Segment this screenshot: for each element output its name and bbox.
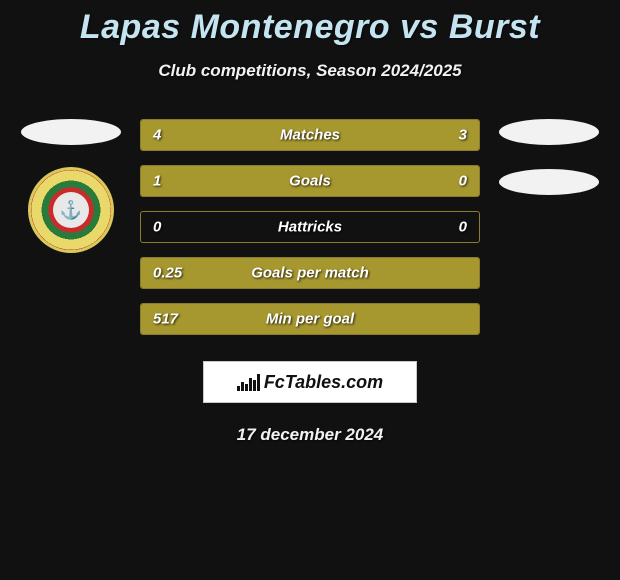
team-right-ellipse-1 xyxy=(499,119,599,145)
stat-value-left: 517 xyxy=(153,311,178,328)
stats-area: ⚓ 4 Matches 3 1 Goals 0 0 Hattricks 0 xyxy=(0,119,620,335)
stat-row-goals-per-match: 0.25 Goals per match xyxy=(140,257,480,289)
left-team-col: ⚓ xyxy=(16,119,126,335)
stat-bar-right xyxy=(334,120,479,150)
stat-row-matches: 4 Matches 3 xyxy=(140,119,480,151)
page-date: 17 december 2024 xyxy=(0,425,620,445)
brand-badge: FcTables.com xyxy=(203,361,417,403)
anchor-icon: ⚓ xyxy=(60,200,82,221)
stat-bar-left xyxy=(141,166,405,196)
bar-chart-icon xyxy=(237,373,260,391)
stat-value-right: 3 xyxy=(459,127,467,144)
stat-bars: 4 Matches 3 1 Goals 0 0 Hattricks 0 0.25… xyxy=(140,119,480,335)
stat-label: Hattricks xyxy=(278,219,342,236)
stat-value-left: 1 xyxy=(153,173,161,190)
stat-label: Goals per match xyxy=(251,265,369,282)
right-team-col xyxy=(494,119,604,335)
stat-value-right: 0 xyxy=(459,173,467,190)
stat-row-min-per-goal: 517 Min per goal xyxy=(140,303,480,335)
stat-value-left: 0.25 xyxy=(153,265,182,282)
team-left-logo: ⚓ xyxy=(28,167,114,253)
stat-value-left: 4 xyxy=(153,127,161,144)
stat-value-left: 0 xyxy=(153,219,161,236)
page-subtitle: Club competitions, Season 2024/2025 xyxy=(0,61,620,81)
stat-bar-right xyxy=(405,166,479,196)
page-title: Lapas Montenegro vs Burst xyxy=(0,0,620,47)
stat-value-right: 0 xyxy=(459,219,467,236)
team-left-ellipse xyxy=(21,119,121,145)
stat-label: Min per goal xyxy=(266,311,354,328)
stat-row-hattricks: 0 Hattricks 0 xyxy=(140,211,480,243)
stat-label: Matches xyxy=(280,127,340,144)
stat-label: Goals xyxy=(289,173,331,190)
team-left-logo-inner: ⚓ xyxy=(53,192,89,228)
brand-text: FcTables.com xyxy=(264,372,383,393)
team-right-ellipse-2 xyxy=(499,169,599,195)
stat-row-goals: 1 Goals 0 xyxy=(140,165,480,197)
